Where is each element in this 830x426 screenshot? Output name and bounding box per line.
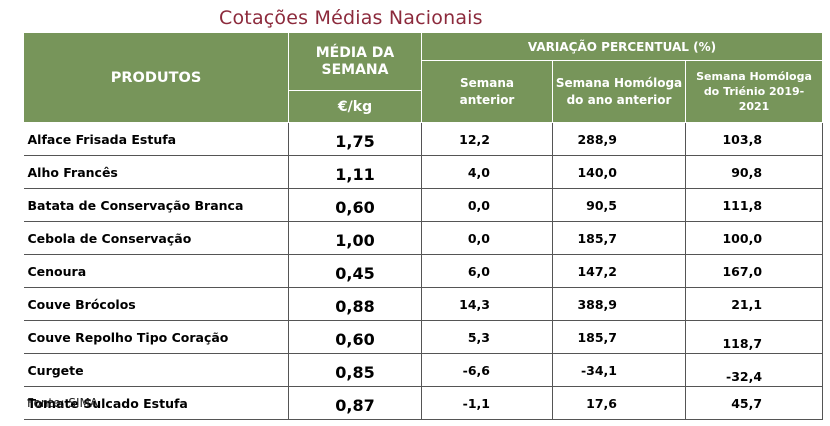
page-title: Cotações Médias Nacionais <box>219 7 483 29</box>
variation-triennium-cell: 111,8 <box>684 188 824 222</box>
average-price-cell: 0,88 <box>288 287 422 321</box>
average-price-cell: 0,60 <box>288 188 422 222</box>
product-name-cell: Cebola de Conservação <box>23 221 289 255</box>
average-price-cell: 0,60 <box>288 320 422 354</box>
table-row: Alface Frisada Estufa 1,75 12,2 288,9 103,8 <box>23 122 824 156</box>
product-name-cell: Tomate Sulcado Estufa <box>23 386 289 420</box>
header-sub1-line2: anterior <box>459 92 515 107</box>
variation-prev-week-cell: 4,0 <box>421 155 553 189</box>
variation-prev-year-cell: 147,2 <box>552 254 686 288</box>
header-unit: €/kg <box>288 90 422 123</box>
variation-prev-year-cell: 185,7 <box>552 221 686 255</box>
variation-prev-week-cell: -6,6 <box>421 353 553 387</box>
variation-prev-week-cell: 6,0 <box>421 254 553 288</box>
header-sub3-line3: 2021 <box>738 100 770 113</box>
variation-prev-year-cell: 388,9 <box>552 287 686 321</box>
product-name-cell: Couve Repolho Tipo Coração <box>23 320 289 354</box>
product-name-cell: Batata de Conservação Branca <box>23 188 289 222</box>
variation-triennium-cell: 100,0 <box>684 221 824 255</box>
average-price-cell: 0,45 <box>288 254 422 288</box>
variation-prev-year-cell: 140,0 <box>552 155 686 189</box>
variation-prev-week-cell: 0,0 <box>421 188 553 222</box>
prices-table: PRODUTOS MÉDIA DA SEMANA VARIAÇÃO PERCEN… <box>23 32 824 420</box>
average-price-cell: 1,00 <box>288 221 422 255</box>
variation-prev-year-cell: 17,6 <box>552 386 686 420</box>
header-media-semana: MÉDIA DA SEMANA <box>288 32 422 91</box>
header-sub3-line1: Semana Homóloga <box>696 70 812 83</box>
variation-prev-year-cell: 185,7 <box>552 320 686 354</box>
variation-prev-year-cell: -34,1 <box>552 353 686 387</box>
header-homologa-ano: Semana Homóloga do ano anterior <box>552 60 686 123</box>
product-name-cell: Alho Francês <box>23 155 289 189</box>
variation-prev-week-cell: 12,2 <box>421 122 553 156</box>
variation-prev-week-cell: -1,1 <box>421 386 553 420</box>
variation-triennium-cell: 167,0 <box>684 254 824 288</box>
source-note: Fonte: SIMA <box>27 396 99 410</box>
header-sub1-line1: Semana <box>459 75 515 90</box>
header-media-line1: MÉDIA DA <box>315 44 395 61</box>
variation-triennium-cell: 103,8 <box>684 122 824 156</box>
table-row: Batata de Conservação Branca 0,60 0,0 90,5 1… <box>23 188 824 222</box>
variation-prev-week-cell: 0,0 <box>421 221 553 255</box>
variation-prev-year-cell: 288,9 <box>552 122 686 156</box>
header-variacao: VARIAÇÃO PERCENTUAL (%) <box>420 32 824 61</box>
header-semana-anterior: Semana anterior <box>421 60 553 123</box>
variation-triennium-cell: 45,7 <box>684 386 824 420</box>
product-name-cell: Couve Brócolos <box>23 287 289 321</box>
table-row: Cenoura 0,45 6,0 147,2 167,0 <box>23 254 824 288</box>
variation-triennium-cell: 118,7 <box>684 320 824 354</box>
variation-prev-week-cell: 5,3 <box>421 320 553 354</box>
table-row: Couve Brócolos 0,88 14,3 388,9 21,1 <box>23 287 824 321</box>
table-row: Alho Francês 1,11 4,0 140,0 90,8 <box>23 155 824 189</box>
table-row: Curgete 0,85 -6,6 -34,1 -32,4 <box>23 353 824 387</box>
variation-triennium-cell: 21,1 <box>684 287 824 321</box>
variation-prev-week-cell: 14,3 <box>421 287 553 321</box>
header-sub2-line2: do ano anterior <box>566 92 672 107</box>
header-homologa-trienio: Semana Homóloga do Triénio 2019- 2021 <box>684 60 824 123</box>
table-row: Couve Repolho Tipo Coração 0,60 5,3 185,7 11… <box>23 320 824 354</box>
variation-triennium-cell: 90,8 <box>684 155 824 189</box>
variation-triennium-cell: -32,4 <box>684 353 824 387</box>
average-price-cell: 1,11 <box>288 155 422 189</box>
average-price-cell: 0,87 <box>288 386 422 420</box>
header-sub2-line1: Semana Homóloga <box>555 75 683 90</box>
average-price-cell: 1,75 <box>288 122 422 156</box>
header-produtos: PRODUTOS <box>23 32 289 123</box>
product-name-cell: Cenoura <box>23 254 289 288</box>
average-price-cell: 0,85 <box>288 353 422 387</box>
product-name-cell: Alface Frisada Estufa <box>23 122 289 156</box>
header-sub3-line2: do Triénio 2019- <box>703 85 805 98</box>
table-row: Cebola de Conservação 1,00 0,0 185,7 100,0 <box>23 221 824 255</box>
variation-prev-year-cell: 90,5 <box>552 188 686 222</box>
product-name-cell: Curgete <box>23 353 289 387</box>
header-media-line2: SEMANA <box>321 61 389 78</box>
table-row: Tomate Sulcado Estufa 0,87 -1,1 17,6 45,7 <box>23 386 824 420</box>
